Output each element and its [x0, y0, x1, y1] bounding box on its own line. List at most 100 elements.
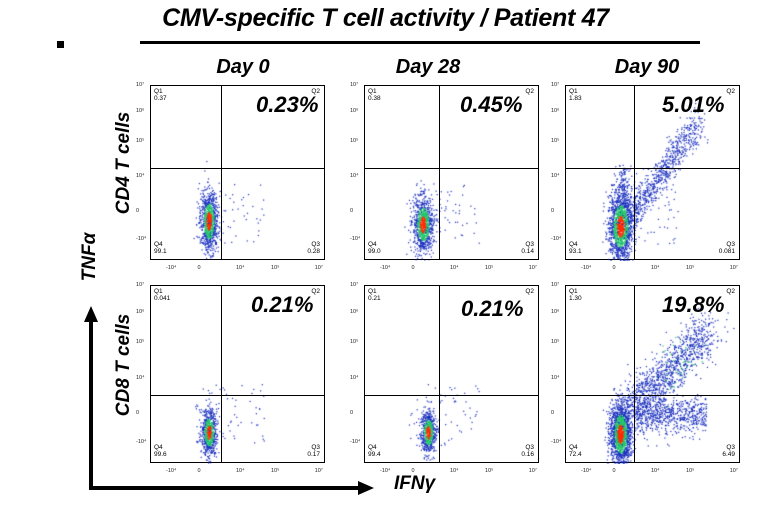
y-tick-label: 10⁵ [551, 138, 560, 144]
quadrant-q1-value: 0.37 [154, 95, 167, 102]
quadrant-q1-id: Q1 [368, 88, 377, 95]
quadrant-q1-value: 1.30 [569, 295, 582, 302]
quadrant-q4: Q4 99.4 [368, 444, 381, 458]
quadrant-q2-id: Q2 [525, 88, 534, 95]
y-tick-label: 10⁶ [551, 308, 560, 315]
x-tick-label: 10⁷ [314, 265, 323, 271]
y-tick-label: 10⁶ [551, 108, 560, 115]
y-tick-label: -10⁴ [350, 236, 361, 242]
quadrant-q1: Q1 0.041 [154, 288, 170, 302]
quadrant-q4-id: Q4 [154, 241, 163, 248]
quadrant-q3-value: 6.49 [722, 451, 735, 458]
quadrant-q1-value: 1.83 [569, 95, 582, 102]
x-tick-label: 10⁵ [271, 265, 280, 271]
quadrant-q4-value: 99.6 [154, 451, 167, 458]
quadrant-q4-id: Q4 [368, 241, 377, 248]
x-tick-label: 10⁵ [485, 265, 494, 271]
x-tick-label: 10⁴ [450, 468, 459, 474]
x-tick-label: 10⁴ [236, 265, 245, 271]
quadrant-q3-id: Q3 [726, 444, 735, 451]
q2-percentage: 0.23% [256, 92, 319, 117]
quadrant-q1-id: Q1 [569, 288, 578, 295]
x-tick-label: 10⁵ [485, 468, 494, 474]
column-header-day-0: Day 0 [216, 56, 270, 78]
gate-vertical [634, 86, 636, 259]
y-tick-label: 0 [551, 208, 555, 214]
quadrant-q3-value: 0.16 [521, 451, 534, 458]
gate-vertical [221, 86, 222, 259]
y-tick-label: 0 [350, 410, 354, 417]
y-tick-label: 10⁴ [136, 374, 145, 381]
q2-percentage: 0.21% [461, 296, 524, 321]
scatter-density [566, 86, 741, 261]
flow-plot-cd4-day-90: Q1 1.83 Q2 Q3 0.081 Q4 93.1 5.01% [565, 85, 741, 261]
scatter-density [151, 86, 326, 261]
x-tick-label: 0 [197, 468, 201, 474]
x-tick-label: -10⁴ [380, 468, 391, 474]
quadrant-q1-id: Q1 [368, 288, 377, 295]
quadrant-q1-id: Q1 [569, 88, 578, 95]
y-tick-label: -10⁴ [136, 438, 147, 445]
y-tick-label: 10⁷ [350, 82, 359, 88]
quadrant-q1: Q1 1.30 [569, 288, 582, 302]
quadrant-q1-value: 0.21 [368, 295, 381, 302]
x-tick-label: 0 [612, 265, 616, 271]
quadrant-q2: Q2 [726, 288, 735, 295]
quadrant-q4-value: 93.1 [569, 248, 582, 255]
quadrant-q4: Q4 99.0 [368, 241, 381, 255]
y-tick-label: 10⁶ [350, 308, 359, 315]
quadrant-q3-value: 0.28 [307, 248, 320, 255]
flow-plot-cd4-day-28: Q1 0.38 Q2 Q3 0.14 Q4 99.0 0.45% [364, 85, 540, 261]
quadrant-q2-id: Q2 [726, 288, 735, 295]
quadrant-q3-value: 0.081 [718, 248, 735, 255]
scatter-density [566, 286, 741, 464]
flow-plot-cd4-day-0: Q1 0.37 Q2 Q3 0.28 Q4 99.1 0.23% [150, 85, 326, 261]
gate-horizontal [566, 168, 739, 170]
quadrant-q2: Q2 [311, 88, 320, 95]
q2-percentage: 19.8% [662, 292, 725, 317]
q2-percentage: 0.45% [460, 92, 523, 117]
quadrant-q1: Q1 0.21 [368, 288, 381, 302]
quadrant-q4-value: 99.4 [368, 451, 381, 458]
y-axis-label-tnfa: TNFα [79, 232, 100, 282]
flow-plot-cd8-day-0: Q1 0.041 Q2 Q3 0.17 Q4 99.6 0.21% [150, 285, 326, 464]
quadrant-q1: Q1 0.37 [154, 88, 167, 102]
gate-vertical [438, 86, 440, 259]
quadrant-q3-id: Q3 [525, 241, 534, 248]
figure-title: CMV-specific T cell activity / Patient 4… [162, 4, 609, 32]
quadrant-q4: Q4 99.1 [154, 241, 167, 255]
quadrant-q3-id: Q3 [726, 241, 735, 248]
quadrant-q2-id: Q2 [311, 288, 320, 295]
flow-plot-cd8-day-28: Q1 0.21 Q2 Q3 0.16 Q4 99.4 0.21% [364, 285, 540, 464]
quadrant-q3: Q3 0.17 [307, 444, 320, 458]
x-tick-label: 10⁴ [651, 468, 660, 474]
quadrant-q2: Q2 [311, 288, 320, 295]
quadrant-q1: Q1 1.83 [569, 88, 582, 102]
quadrant-q4-id: Q4 [569, 241, 578, 248]
slide-bullet [57, 41, 64, 48]
x-tick-label: 10⁵ [686, 265, 695, 271]
y-tick-label: 10⁵ [551, 338, 560, 345]
quadrant-q2-id: Q2 [726, 88, 735, 95]
y-tick-label: 10⁴ [551, 173, 560, 179]
x-tick-label: 10⁷ [314, 468, 323, 474]
x-tick-label: 10⁷ [528, 265, 537, 271]
quadrant-q2-id: Q2 [525, 288, 534, 295]
y-tick-label: 10⁷ [136, 282, 145, 288]
x-tick-label: -10⁴ [581, 468, 592, 474]
y-tick-label: 10⁵ [136, 138, 145, 144]
gate-vertical [634, 286, 636, 462]
quadrant-q3-id: Q3 [311, 444, 320, 451]
title-underline [140, 41, 700, 44]
x-tick-label: 0 [411, 468, 415, 474]
x-tick-label: -10⁴ [581, 265, 592, 271]
flow-plot-cd8-day-90: Q1 1.30 Q2 Q3 6.49 Q4 72.4 19.8% [565, 285, 741, 464]
y-tick-label: 10⁴ [350, 374, 359, 381]
x-axis-label-ifng: IFNγ [394, 473, 436, 494]
y-tick-label: -10⁴ [350, 438, 361, 445]
quadrant-q4-value: 99.1 [154, 248, 167, 255]
y-tick-label: 10⁵ [350, 138, 359, 144]
y-tick-label: 0 [350, 208, 354, 214]
gate-horizontal [151, 168, 324, 170]
